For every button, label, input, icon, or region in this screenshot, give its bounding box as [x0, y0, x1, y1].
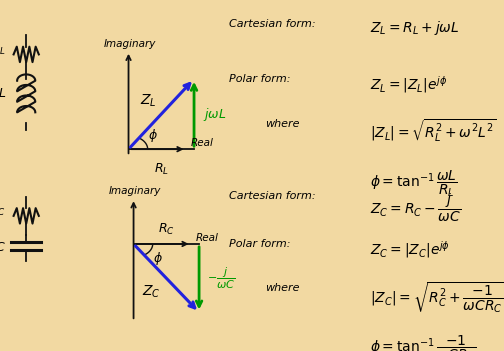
- Text: $R_C$: $R_C$: [0, 203, 6, 218]
- Text: $Z_L = R_L + j\omega L$: $Z_L = R_L + j\omega L$: [370, 19, 460, 37]
- Text: $C$: $C$: [0, 241, 6, 254]
- Text: $|Z_C| = \sqrt{R_C^2 + \dfrac{-1}{\omega CR_C}}$: $|Z_C| = \sqrt{R_C^2 + \dfrac{-1}{\omega…: [370, 281, 504, 315]
- Text: $L$: $L$: [0, 86, 6, 100]
- Text: $Z_C = |Z_C|e^{j\phi}$: $Z_C = |Z_C|e^{j\phi}$: [370, 239, 451, 260]
- Text: $\phi$: $\phi$: [148, 127, 158, 144]
- Text: $\phi = \tan^{-1}\dfrac{\omega L}{R_L}$: $\phi = \tan^{-1}\dfrac{\omega L}{R_L}$: [370, 168, 458, 199]
- Text: $\phi$: $\phi$: [153, 250, 163, 267]
- Text: $Z_C$: $Z_C$: [142, 284, 160, 300]
- Text: $R_L$: $R_L$: [154, 161, 169, 177]
- Text: where: where: [265, 119, 299, 129]
- Text: $Z_C = R_C - \dfrac{j}{\omega C}$: $Z_C = R_C - \dfrac{j}{\omega C}$: [370, 191, 462, 224]
- Text: Imaginary: Imaginary: [108, 186, 161, 196]
- Text: Cartesian form:: Cartesian form:: [229, 191, 316, 201]
- Text: $j\omega L$: $j\omega L$: [203, 106, 227, 122]
- Text: Real: Real: [196, 233, 218, 243]
- Text: $R_C$: $R_C$: [158, 222, 175, 237]
- Text: $R_L$: $R_L$: [0, 41, 6, 57]
- Text: Polar form:: Polar form:: [229, 239, 291, 249]
- Text: Polar form:: Polar form:: [229, 74, 291, 84]
- Text: $\phi = \tan^{-1}\dfrac{-1}{\omega CR_C}$: $\phi = \tan^{-1}\dfrac{-1}{\omega CR_C}…: [370, 333, 477, 351]
- Text: Real: Real: [191, 138, 213, 148]
- Text: $-\dfrac{j}{\omega C}$: $-\dfrac{j}{\omega C}$: [207, 265, 235, 291]
- Text: Cartesian form:: Cartesian form:: [229, 19, 316, 29]
- Text: $Z_L = |Z_L|e^{j\phi}$: $Z_L = |Z_L|e^{j\phi}$: [370, 74, 448, 95]
- Text: $|Z_L| = \sqrt{R_L^2 + \omega^2 L^2}$: $|Z_L| = \sqrt{R_L^2 + \omega^2 L^2}$: [370, 118, 497, 144]
- Text: Imaginary: Imaginary: [103, 39, 156, 49]
- Text: $Z_L$: $Z_L$: [140, 92, 157, 109]
- Text: where: where: [265, 283, 299, 292]
